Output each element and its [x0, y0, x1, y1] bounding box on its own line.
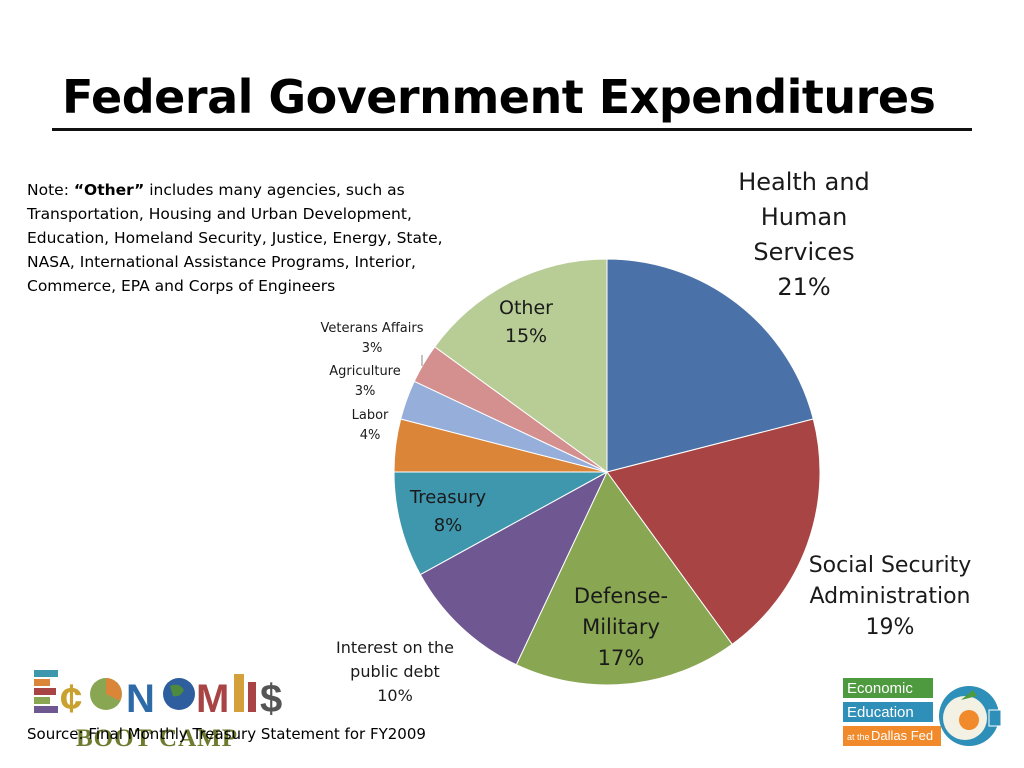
title-underline — [52, 128, 972, 131]
pie-slice-health-and-human-services — [606, 258, 814, 473]
pie-slice-interest-on-the-public-debt — [419, 470, 609, 666]
logo-at-the-text: at the — [847, 732, 870, 742]
logo-c-letter: ¢ — [60, 677, 82, 721]
slice-label-health-and-human-services: Health and Human Services 21% — [738, 168, 870, 301]
logo-dallas-fed-text: Dallas Fed — [871, 728, 933, 743]
pie-slice-treasury — [393, 471, 608, 576]
note-body: includes many agencies, such as Transpor… — [27, 181, 443, 295]
slice-label-interest-on-the-public-debt: Interest on the public debt 10% — [336, 638, 454, 705]
slice-label-defense-military: Defense-Military 17% — [574, 584, 668, 670]
logo-s-letter: $ — [260, 677, 282, 721]
logo-m-letter: M — [196, 677, 229, 721]
slice-label-veterans-affairs: Veterans Affairs 3% — [321, 321, 424, 356]
slice-label-other: Other 15% — [499, 297, 553, 347]
logo-education-text: Education — [847, 704, 914, 721]
note-text: Note: “Other” includes many agencies, su… — [27, 178, 447, 298]
slice-label-treasury: Treasury 8% — [409, 487, 487, 536]
economics-boot-camp-logo: ¢ N M $ BOOT CAMP — [34, 670, 282, 750]
dallas-fed-economic-education-logo: Economic Education at the Dallas Fed — [843, 678, 1002, 746]
logo-economic-text: Economic — [847, 680, 913, 697]
logo-n-letter: N — [126, 677, 155, 721]
pie-slice-defense-military — [515, 471, 733, 686]
slice-label-agriculture: Agriculture 3% — [329, 364, 401, 399]
note-bold-other: “Other” — [73, 181, 145, 199]
note-prefix: Note: — [27, 181, 74, 199]
pie-slice-social-security-administration — [606, 418, 821, 646]
logo-boot-camp-text: BOOT CAMP — [76, 725, 238, 750]
slide-title: Federal Government Expenditures — [62, 70, 936, 124]
slice-label-social-security-administration: Social Security Administration 19% — [809, 553, 972, 640]
slice-label-labor: Labor 4% — [352, 408, 389, 443]
pie-slice-other — [433, 258, 608, 473]
source-note: Source: Final Monthly Treasury Statement… — [27, 725, 426, 743]
